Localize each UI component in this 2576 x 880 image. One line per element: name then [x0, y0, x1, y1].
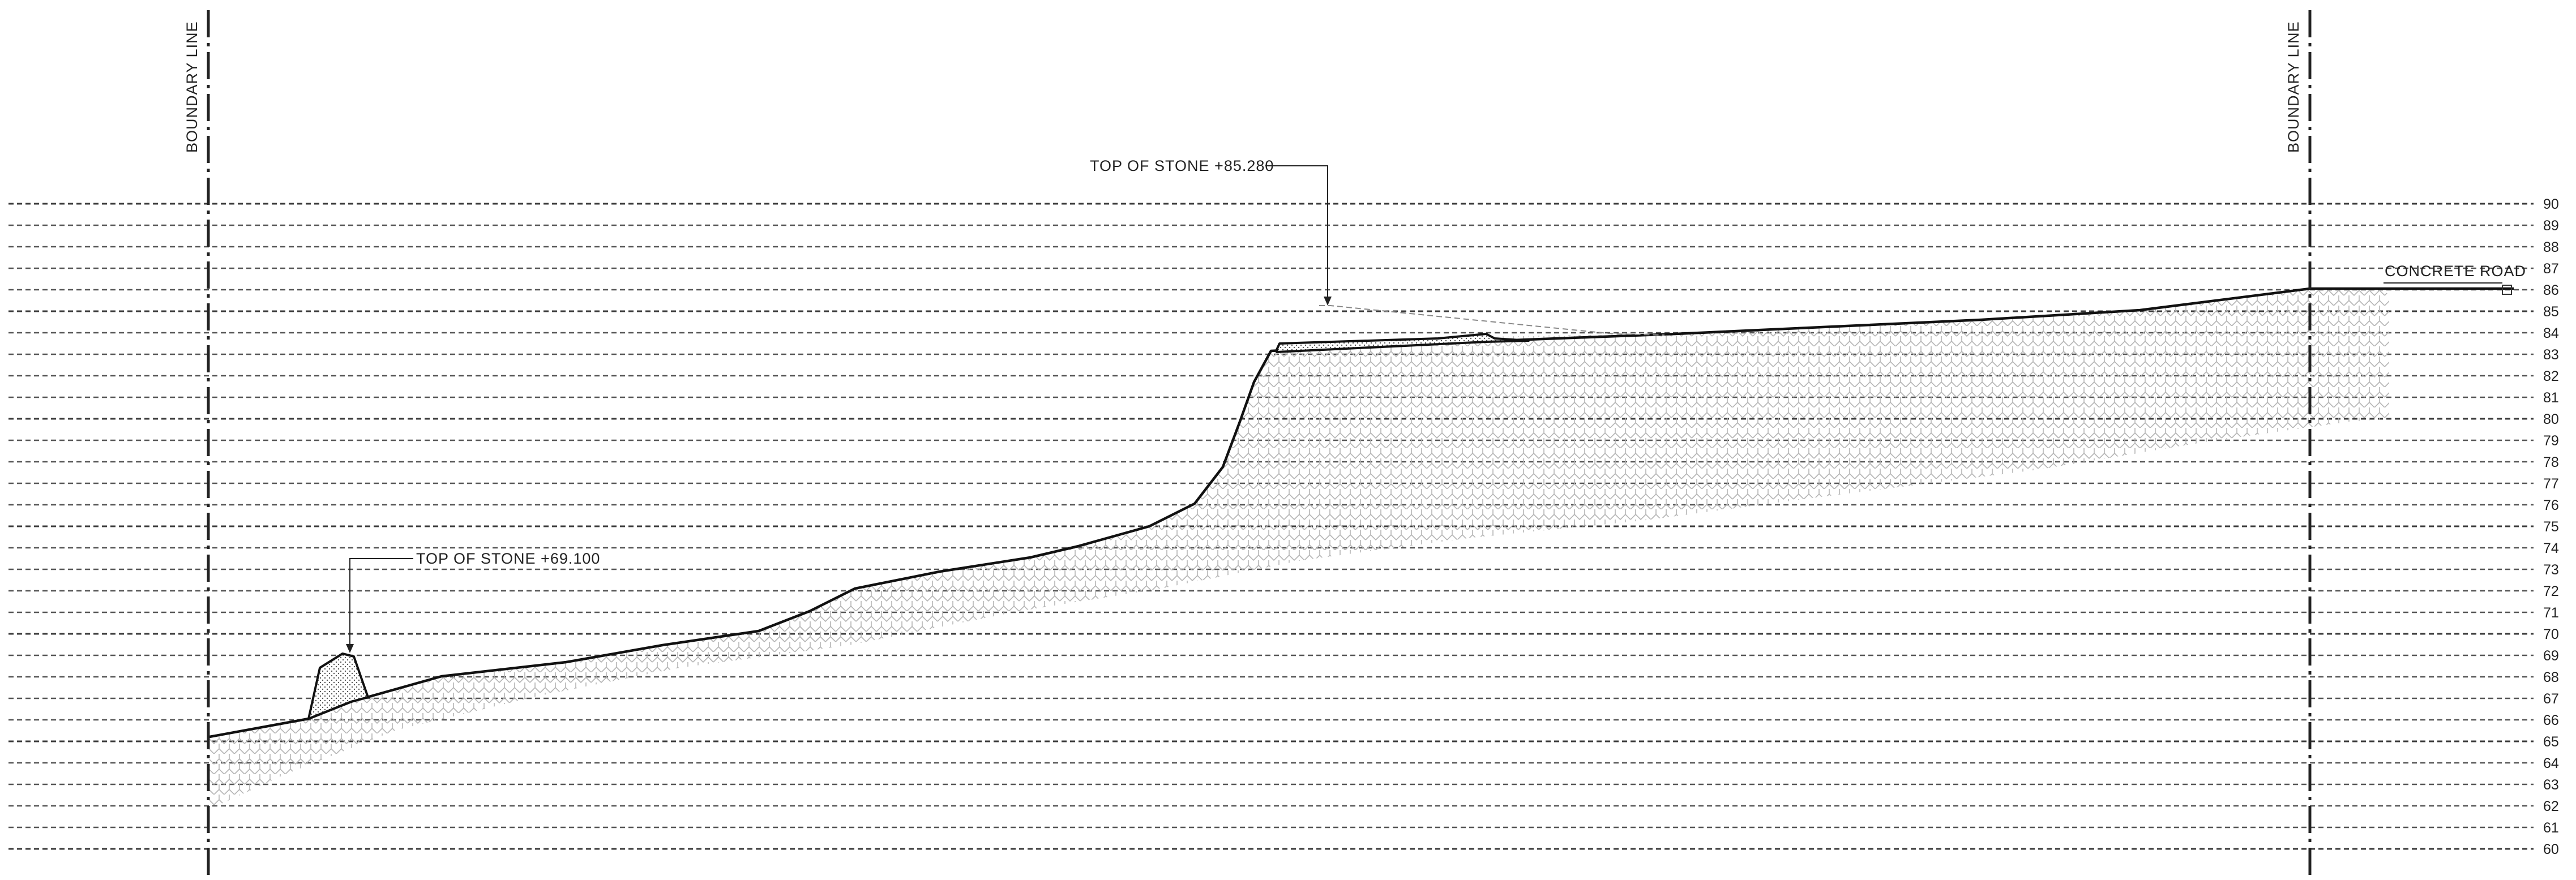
- elevation-label-69: 69: [2543, 648, 2559, 664]
- elevation-label-60: 60: [2543, 842, 2559, 857]
- elevation-label-85: 85: [2543, 304, 2559, 320]
- annotation-top-of-stone-lower: TOP OF STONE +69.100: [416, 550, 600, 567]
- elevation-labels: 90 89 88 87 86 85 84 83 82 81 80 79 78 77 76 75 74 73 72 71…: [2543, 196, 2559, 857]
- elevation-label-82: 82: [2543, 368, 2559, 384]
- leader-upper-arrow: [1324, 297, 1332, 306]
- annotation-top-of-stone-upper: TOP OF STONE +85.280: [1090, 157, 1274, 174]
- elevation-label-61: 61: [2543, 820, 2559, 836]
- soil-hatch-region: [209, 289, 2389, 809]
- elevation-label-70: 70: [2543, 626, 2559, 642]
- elevation-label-83: 83: [2543, 347, 2559, 363]
- elevation-label-74: 74: [2543, 540, 2559, 556]
- boundary-label-left: BOUNDARY LINE: [183, 21, 200, 153]
- elevation-label-63: 63: [2543, 777, 2559, 793]
- lower-stone-mound: [307, 653, 369, 720]
- elevation-label-84: 84: [2543, 325, 2559, 341]
- elevation-label-80: 80: [2543, 411, 2559, 427]
- elevation-label-72: 72: [2543, 583, 2559, 599]
- elevation-label-67: 67: [2543, 691, 2559, 707]
- boundary-label-right: BOUNDARY LINE: [2285, 21, 2302, 153]
- elevation-label-77: 77: [2543, 476, 2559, 492]
- elevation-label-81: 81: [2543, 390, 2559, 406]
- ground-profile-line: [209, 287, 2514, 739]
- elevation-label-79: 79: [2543, 433, 2559, 449]
- concrete-road-symbol: [2502, 285, 2512, 295]
- elevation-label-62: 62: [2543, 799, 2559, 814]
- elevation-label-66: 66: [2543, 712, 2559, 728]
- upper-stone-layer: [1276, 333, 1530, 353]
- elevation-label-65: 65: [2543, 734, 2559, 750]
- elevation-label-87: 87: [2543, 261, 2559, 277]
- leader-lower: [349, 558, 413, 648]
- elevation-label-88: 88: [2543, 239, 2559, 255]
- elevation-label-68: 68: [2543, 669, 2559, 685]
- leader-upper: [1265, 165, 1328, 301]
- leader-lower-arrow: [346, 644, 354, 653]
- upper-dashed-outline: [1319, 305, 1665, 336]
- elevation-label-73: 73: [2543, 562, 2559, 578]
- elevation-label-64: 64: [2543, 755, 2559, 771]
- elevation-label-78: 78: [2543, 454, 2559, 470]
- elevation-label-76: 76: [2543, 497, 2559, 513]
- elevation-label-71: 71: [2543, 605, 2559, 621]
- annotation-concrete-road: CONCRETE ROAD: [2385, 263, 2526, 280]
- elevation-label-89: 89: [2543, 218, 2559, 234]
- elevation-label-90: 90: [2543, 196, 2559, 212]
- elevation-label-86: 86: [2543, 282, 2559, 298]
- elevation-label-75: 75: [2543, 519, 2559, 535]
- elevation-grid: [8, 203, 2534, 850]
